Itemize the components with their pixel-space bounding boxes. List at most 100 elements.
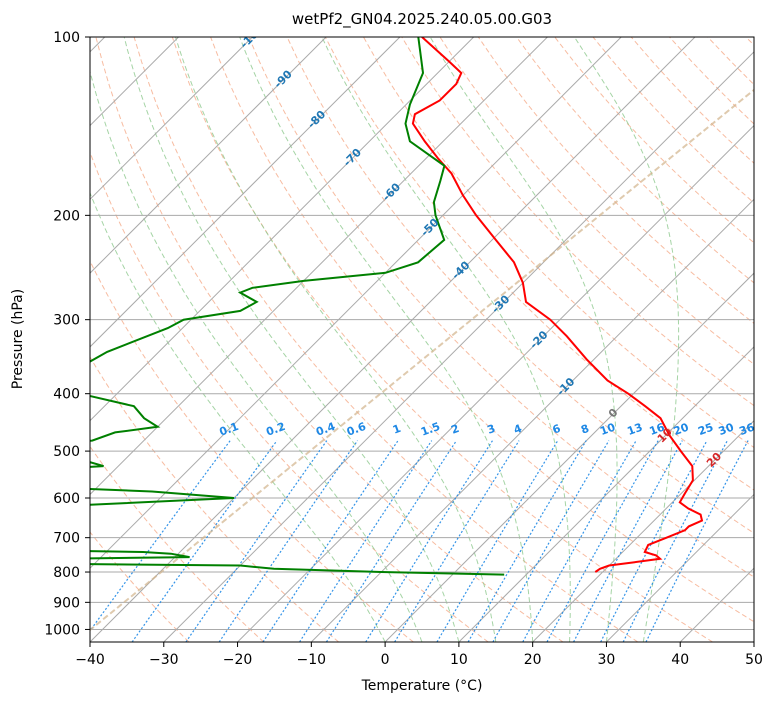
y-tick-label: 700 <box>53 531 80 547</box>
mixing-ratio-line <box>262 440 399 642</box>
plot-frame <box>89 36 755 643</box>
mixing-ratio-line <box>522 440 637 642</box>
dry-adiabat <box>248 37 754 578</box>
moist-adiabat <box>90 191 386 642</box>
dry-adiabat <box>90 531 190 642</box>
dry-adiabat <box>133 37 639 642</box>
y-tick-label: 400 <box>53 387 80 403</box>
y-tick-label: 800 <box>53 565 80 581</box>
y-tick-label: 100 <box>53 30 80 46</box>
mixing-ratio-label: 6 <box>551 422 563 437</box>
isotherm-line <box>90 37 106 53</box>
y-tick-label: 1000 <box>44 622 80 638</box>
mixing-ratio-label: 25 <box>696 421 715 438</box>
isotherm-label: 30 <box>752 475 772 495</box>
lcl-line <box>90 88 754 632</box>
mixing-ratio-label: 2 <box>449 422 461 437</box>
dry-adiabat <box>90 150 489 642</box>
isotherm-line <box>532 419 754 642</box>
mixing-ratio-label: 0.4 <box>314 420 337 439</box>
isotherm-line <box>90 37 548 496</box>
dry-adiabat <box>516 37 754 284</box>
moist-adiabat <box>239 37 534 642</box>
mixing-ratio-label: 4 <box>512 422 524 437</box>
mixing-ratio-label: 1.5 <box>419 420 442 439</box>
mixing-ratio-line <box>218 440 358 642</box>
x-tick-label: 40 <box>671 652 689 668</box>
mixing-ratio-label: 0.6 <box>345 420 368 439</box>
y-tick-label: 600 <box>53 491 80 507</box>
dry-adiabat <box>439 37 754 365</box>
isotherm-line <box>90 37 253 201</box>
x-tick-label: 20 <box>524 652 542 668</box>
isotherm-line <box>90 37 622 569</box>
plot-background <box>90 37 754 642</box>
mixing-ratio-label: 13 <box>626 421 645 438</box>
isotherm-line <box>90 37 327 274</box>
dewpoint-line <box>90 37 505 576</box>
mixing-ratio-line <box>394 440 520 642</box>
mixing-ratio-label: 10 <box>598 420 617 438</box>
isotherm-line <box>163 51 754 642</box>
axes: −40 −30 −20 −10 0 10 20 30 40 50 1000 900 800 700 600 5… <box>44 30 763 668</box>
x-tick-label: −30 <box>149 652 179 668</box>
mixing-ratio-line <box>645 440 749 642</box>
mixing-ratio-line <box>546 440 659 642</box>
isotherm-line <box>753 641 754 642</box>
isotherm-line <box>606 493 754 642</box>
dry-adiabat <box>95 37 564 642</box>
mixing-ratio-label: 36 <box>737 420 756 438</box>
mixing-ratio-line <box>467 440 587 642</box>
x-tick-label: 30 <box>598 652 616 668</box>
mixing-ratio-line <box>185 440 328 642</box>
isotherm-line <box>0 37 31 642</box>
mixing-ratio-label: 3 <box>485 422 497 437</box>
moist-adiabat <box>123 37 460 642</box>
dry-adiabat <box>90 445 265 642</box>
mixing-ratio-line <box>299 440 433 642</box>
plot-area: -100-90-80-70-60-50-40-30-20-10010203040… <box>0 37 772 642</box>
dry-adiabat <box>90 356 339 642</box>
isotherm-line <box>90 37 401 348</box>
x-tick-label: −40 <box>75 652 105 668</box>
temperature-line <box>411 37 704 573</box>
isotherm-line <box>310 198 754 642</box>
isotherm-line <box>458 346 754 642</box>
x-tick-label: 10 <box>450 652 468 668</box>
x-tick-label: −10 <box>297 652 327 668</box>
isotherm-line <box>237 124 754 642</box>
x-axis-label: Temperature (°C) <box>361 678 483 694</box>
x-tick-label: −20 <box>223 652 253 668</box>
moist-adiabat <box>321 37 571 642</box>
moist-adiabat <box>573 37 680 642</box>
dry-adiabat <box>401 37 754 407</box>
mixing-ratio-label: 0.1 <box>218 420 241 439</box>
mixing-ratio-line <box>572 440 683 642</box>
x-tick-label: 0 <box>381 652 390 668</box>
mixing-ratio-line <box>325 440 457 642</box>
mixing-ratio-label: 30 <box>717 420 736 438</box>
mixing-ratio-line <box>492 440 610 642</box>
mixing-ratio-line <box>90 440 231 632</box>
isotherm-line <box>90 37 696 642</box>
mixing-ratio-label: 20 <box>672 420 691 438</box>
mixing-ratio-label: 8 <box>579 422 591 437</box>
dry-adiabat <box>324 37 754 491</box>
isotherm-line <box>384 272 754 642</box>
isotherm-line <box>90 37 475 422</box>
dry-adiabat <box>210 37 754 623</box>
mixing-ratio-line <box>365 440 494 642</box>
mixing-ratio-label: 16 <box>648 420 667 438</box>
chart-title: wetPf2_GN04.2025.240.05.00.G03 <box>291 10 553 28</box>
dry-adiabat <box>171 37 713 642</box>
y-tick-label: 200 <box>53 208 80 224</box>
x-tick-label: 50 <box>745 652 763 668</box>
moist-adiabat <box>429 37 618 642</box>
y-tick-label: 500 <box>53 444 80 460</box>
y-tick-label: 300 <box>53 313 80 329</box>
y-tick-label: 900 <box>53 595 80 611</box>
dry-adiabat <box>363 37 754 449</box>
mixing-ratio-line <box>131 440 278 642</box>
mixing-ratio-line <box>436 440 559 642</box>
